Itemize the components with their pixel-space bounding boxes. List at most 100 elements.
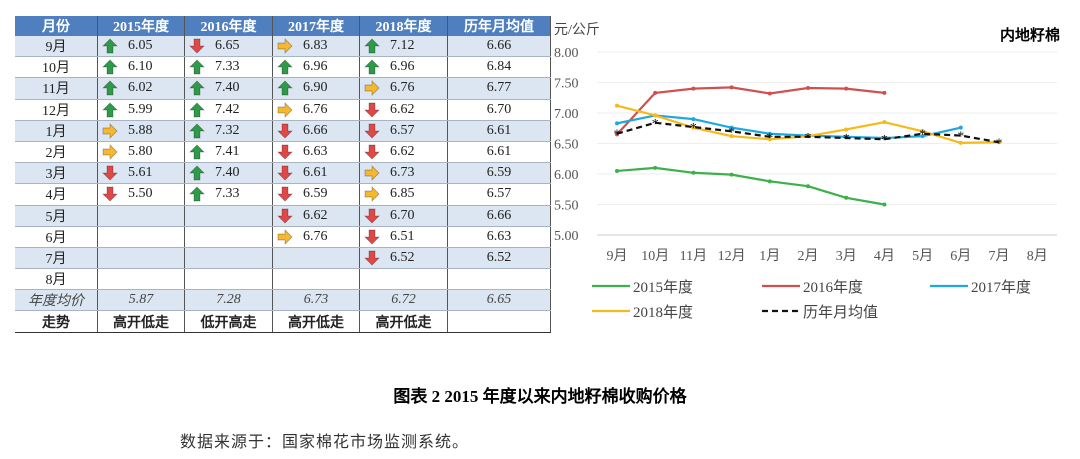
x-tick-label: 1月 xyxy=(759,248,780,264)
price-value: 6.96 xyxy=(303,59,328,75)
data-point xyxy=(920,129,925,134)
price-cell: 6.83 xyxy=(272,36,360,58)
column-header: 2016年度 xyxy=(184,16,273,36)
price-cell: 7.41 xyxy=(184,141,273,164)
table-row: 12月 5.99 7.42 6.76 6.62 6.70 xyxy=(15,99,551,121)
annual-avg-row: 年度均价 5.87 7.28 6.73 6.72 6.65 xyxy=(15,289,551,312)
arrow-up-icon xyxy=(189,186,205,202)
series-line xyxy=(616,114,962,140)
table-row: 3月 5.61 7.40 6.61 6.73 6.59 xyxy=(15,162,551,185)
arrow-down-icon xyxy=(364,208,380,224)
price-cell xyxy=(184,226,273,248)
monthly-avg-cell: 6.66 xyxy=(447,36,551,58)
price-cell: 7.33 xyxy=(184,183,273,206)
arrow-down-icon xyxy=(364,250,380,266)
price-value: 6.66 xyxy=(303,122,328,138)
price-cell: 6.02 xyxy=(97,77,185,100)
legend-label: 历年月均值 xyxy=(803,304,878,321)
price-value: 6.65 xyxy=(215,38,240,54)
arrow-up-icon xyxy=(102,38,118,54)
price-value: 5.88 xyxy=(128,122,153,138)
month-cell: 4月 xyxy=(15,183,98,206)
price-cell: 6.66 xyxy=(272,120,360,142)
price-cell: 6.62 xyxy=(359,141,448,164)
price-cell: 7.33 xyxy=(184,56,273,79)
month-cell: 7月 xyxy=(15,247,98,270)
arrow-right-icon xyxy=(364,165,380,182)
price-value: 6.59 xyxy=(303,186,328,202)
monthly-avg-cell xyxy=(447,268,551,291)
data-point xyxy=(653,165,658,170)
column-header: 2015年度 xyxy=(97,16,185,36)
price-value: 6.85 xyxy=(390,186,415,202)
data-point xyxy=(920,134,925,139)
x-tick-label: 10月 xyxy=(641,248,669,264)
arrow-right-icon xyxy=(277,228,293,245)
data-point: * xyxy=(919,128,926,143)
price-value: 6.76 xyxy=(390,80,415,96)
month-cell: 12月 xyxy=(15,99,98,121)
arrow-right-icon xyxy=(102,144,118,160)
data-point xyxy=(767,91,772,96)
table-row: 11月 6.02 7.40 6.90 6.76 6.77 xyxy=(15,77,551,100)
price-value: 5.80 xyxy=(128,144,153,160)
price-cell: 6.61 xyxy=(272,162,360,185)
x-tick-label: 4月 xyxy=(874,248,895,264)
series-line xyxy=(616,166,885,206)
data-point xyxy=(615,103,619,108)
data-point: * xyxy=(728,125,735,140)
month-cell: 9月 xyxy=(15,36,98,58)
price-value: 7.41 xyxy=(215,144,240,160)
monthly-avg-cell: 6.52 xyxy=(447,247,551,270)
annual-avg-row-cell: 6.72 xyxy=(359,289,448,312)
monthly-avg-cell: 6.66 xyxy=(447,205,551,227)
price-value: 6.51 xyxy=(390,228,415,244)
price-cell: 5.88 xyxy=(97,120,185,142)
data-source: 数据来源于：国家棉花市场监测系统。 xyxy=(180,434,470,451)
price-cell xyxy=(184,205,273,227)
y-tick-label: 6.50 xyxy=(554,138,579,153)
price-cell: 6.76 xyxy=(272,99,360,121)
data-point: * xyxy=(766,131,773,146)
arrow-right-icon xyxy=(364,80,380,97)
trend-row-cell: 走势 xyxy=(15,310,98,333)
data-point xyxy=(806,85,810,90)
arrow-right-icon xyxy=(364,186,380,203)
price-value: 6.02 xyxy=(128,80,153,96)
trend-row-cell: 低开高走 xyxy=(184,310,273,333)
data-point: * xyxy=(805,131,812,146)
annual-avg-row-cell: 年度均价 xyxy=(15,289,98,312)
table-row: 8月 xyxy=(15,268,551,291)
data-point xyxy=(653,113,658,118)
x-tick-label: 5月 xyxy=(912,248,933,264)
figure-caption: 图表 2 2015 年度以来内地籽棉收购价格 xyxy=(393,387,687,406)
data-point xyxy=(844,127,849,132)
data-point xyxy=(958,140,963,145)
data-point xyxy=(806,184,810,189)
data-point xyxy=(729,134,734,139)
trend-row: 走势 高开低走 低开高走 高开低走 高开低走 xyxy=(15,310,551,333)
price-cell: 7.40 xyxy=(184,77,273,100)
table-row: 2月 5.80 7.41 6.63 6.62 6.61 xyxy=(15,141,551,164)
annual-avg-row-cell: 6.65 xyxy=(447,289,551,312)
data-point xyxy=(958,125,963,130)
price-cell: 6.52 xyxy=(359,247,448,270)
trend-row-cell: 高开低走 xyxy=(272,310,360,333)
price-table: 月份 2015年度 2016年度 2017年度 2018年度 历年月均值 9月 6.05 6.… xyxy=(15,16,551,333)
series-line xyxy=(616,86,885,136)
legend-label: 2015年度 xyxy=(633,279,693,296)
price-cell xyxy=(97,268,185,291)
x-tick-label: 11月 xyxy=(680,248,707,264)
legend-label: 2017年度 xyxy=(971,279,1031,296)
price-cell: 7.12 xyxy=(359,36,448,58)
price-cell: 6.51 xyxy=(359,226,448,248)
price-cell: 6.10 xyxy=(97,56,185,79)
arrow-up-icon xyxy=(189,165,205,181)
price-cell xyxy=(184,247,273,270)
month-cell: 10月 xyxy=(15,56,98,79)
monthly-avg-cell: 6.84 xyxy=(447,56,551,79)
price-cell: 6.05 xyxy=(97,36,185,58)
arrow-up-icon xyxy=(277,80,293,96)
price-cell: 7.32 xyxy=(184,120,273,142)
data-point xyxy=(653,90,658,95)
